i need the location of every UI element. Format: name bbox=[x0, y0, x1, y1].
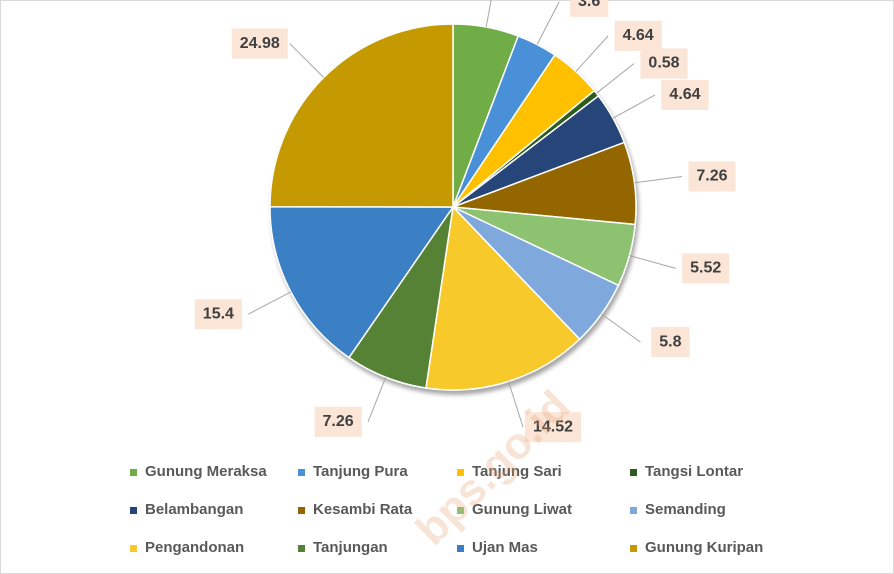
data-label: 4.64 bbox=[669, 86, 700, 103]
legend-swatch bbox=[457, 507, 464, 514]
data-label: 0.58 bbox=[648, 55, 679, 72]
data-label-box bbox=[661, 79, 709, 110]
data-label-box bbox=[194, 299, 242, 330]
legend-swatch bbox=[630, 469, 637, 476]
legend-label: Gunung Kuripan bbox=[645, 539, 763, 556]
legend-swatch bbox=[298, 507, 305, 514]
legend-swatch bbox=[457, 469, 464, 476]
legend-swatch bbox=[630, 545, 637, 552]
legend-label: Tangsi Lontar bbox=[645, 463, 743, 480]
leader-line bbox=[596, 63, 635, 94]
data-label: 14.52 bbox=[533, 418, 573, 435]
pie-slice bbox=[425, 205, 581, 391]
legend-label: Kesambi Rata bbox=[313, 501, 413, 518]
data-label-box bbox=[524, 412, 582, 443]
leader-line bbox=[485, 0, 492, 28]
data-label-box bbox=[231, 28, 288, 59]
data-label: 4.64 bbox=[623, 27, 654, 44]
leader-line bbox=[634, 175, 683, 184]
legend-swatch bbox=[130, 507, 137, 514]
leader-line bbox=[601, 313, 641, 343]
leader-line bbox=[367, 377, 387, 423]
data-label: 15.4 bbox=[203, 305, 234, 322]
legend-label: Semanding bbox=[645, 501, 726, 518]
data-label-box bbox=[688, 161, 736, 192]
data-label-box bbox=[570, 0, 609, 17]
data-label-box bbox=[651, 327, 690, 358]
data-label-box bbox=[614, 20, 662, 51]
legend-swatch bbox=[298, 545, 305, 552]
legend-label: Belambangan bbox=[145, 501, 243, 518]
legend-label: Ujan Mas bbox=[472, 539, 538, 556]
legend: Gunung Meraksa Tanjung Pura Tanjung Sari Ta… bbox=[130, 463, 763, 556]
leader-line bbox=[629, 255, 676, 269]
leader-line bbox=[289, 43, 325, 78]
leader-line bbox=[507, 381, 524, 428]
data-label-box bbox=[314, 406, 362, 437]
data-label: 7.26 bbox=[323, 413, 354, 430]
legend-label: Tanjung Sari bbox=[472, 463, 562, 480]
legend-swatch bbox=[298, 469, 305, 476]
leader-line bbox=[612, 94, 656, 119]
leader-line bbox=[536, 1, 560, 45]
data-label: 5.8 bbox=[659, 333, 681, 350]
data-labels: 5.83.64.640.584.647.265.525.814.527.2615… bbox=[194, 0, 736, 443]
legend-label: Pengandonan bbox=[145, 539, 244, 556]
legend-label: Gunung Meraksa bbox=[145, 463, 267, 480]
legend-swatch bbox=[630, 507, 637, 514]
data-label: 3.6 bbox=[578, 0, 600, 10]
data-label: 24.98 bbox=[240, 35, 280, 52]
data-label: 5.52 bbox=[690, 260, 721, 277]
leader-line bbox=[248, 291, 292, 315]
legend-label: Tanjung Pura bbox=[313, 463, 408, 480]
legend-label: Tanjungan bbox=[313, 539, 388, 556]
data-label-box bbox=[682, 253, 730, 284]
data-label-box bbox=[640, 48, 688, 79]
legend-swatch bbox=[130, 469, 137, 476]
pie bbox=[269, 23, 637, 391]
legend-label: Gunung Liwat bbox=[472, 501, 572, 518]
leader-line bbox=[575, 35, 609, 72]
data-label: 7.26 bbox=[696, 168, 727, 185]
legend-swatch bbox=[457, 545, 464, 552]
legend-swatch bbox=[130, 545, 137, 552]
